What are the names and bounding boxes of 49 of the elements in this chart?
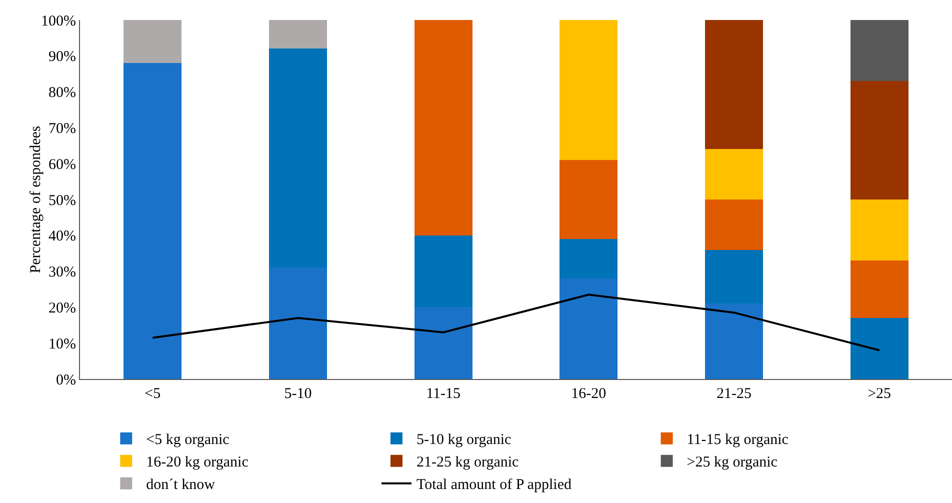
x-tick-label: 5-10 bbox=[284, 386, 312, 402]
legend-label: >25 kg organic bbox=[686, 454, 778, 471]
y-axis-title: Percentage of espondees bbox=[28, 126, 44, 274]
bar bbox=[704, 200, 764, 250]
bar bbox=[414, 307, 472, 379]
bar bbox=[268, 20, 328, 49]
y-tick-label: 60% bbox=[48, 156, 76, 173]
bar bbox=[704, 20, 764, 150]
line-series bbox=[152, 294, 880, 352]
legend-label: 5-10 kg organic bbox=[416, 432, 512, 448]
bar bbox=[704, 250, 764, 304]
y-tick-label: 20% bbox=[48, 300, 76, 316]
x-tick-label: 11-15 bbox=[426, 386, 461, 402]
y-tick-label: 30% bbox=[48, 264, 76, 281]
bar bbox=[850, 81, 908, 200]
legend-label: don´t know bbox=[146, 477, 216, 494]
bar bbox=[850, 20, 908, 82]
legend-label: <5 kg organic bbox=[146, 432, 230, 448]
legend-label: 11-15 kg organic bbox=[686, 432, 789, 448]
y-tick-label: 70% bbox=[48, 120, 76, 137]
y-tick-label: 50% bbox=[48, 192, 76, 209]
y-tick-label: 10% bbox=[48, 336, 76, 352]
bar bbox=[704, 304, 764, 379]
x-tick-label: 21-25 bbox=[716, 386, 752, 402]
bar bbox=[414, 20, 472, 236]
bar bbox=[560, 238, 618, 278]
bar bbox=[268, 268, 328, 379]
y-tick-label: 0% bbox=[56, 372, 76, 388]
y-tick-label: 80% bbox=[48, 85, 76, 102]
legend-label: 21-25 kg organic bbox=[416, 454, 520, 471]
bar bbox=[414, 235, 472, 308]
bar bbox=[560, 278, 618, 379]
bar bbox=[850, 318, 908, 379]
legend-label: 16-20 kg organic bbox=[146, 454, 249, 471]
bar bbox=[124, 20, 182, 64]
x-tick-label: 16-20 bbox=[571, 386, 606, 402]
bar bbox=[560, 20, 618, 160]
x-tick-label: <5 bbox=[144, 386, 161, 402]
bar bbox=[268, 48, 328, 268]
bar bbox=[850, 260, 908, 318]
bar bbox=[560, 160, 618, 239]
y-tick-label: 40% bbox=[48, 228, 76, 245]
bar bbox=[124, 63, 182, 379]
bar bbox=[704, 149, 764, 200]
x-tick-label: >25 bbox=[868, 386, 892, 402]
legend-label: Total amount of P applied bbox=[416, 477, 572, 494]
y-tick-label: 90% bbox=[48, 49, 76, 66]
y-tick-label: 100% bbox=[41, 13, 76, 30]
bar bbox=[850, 200, 908, 261]
